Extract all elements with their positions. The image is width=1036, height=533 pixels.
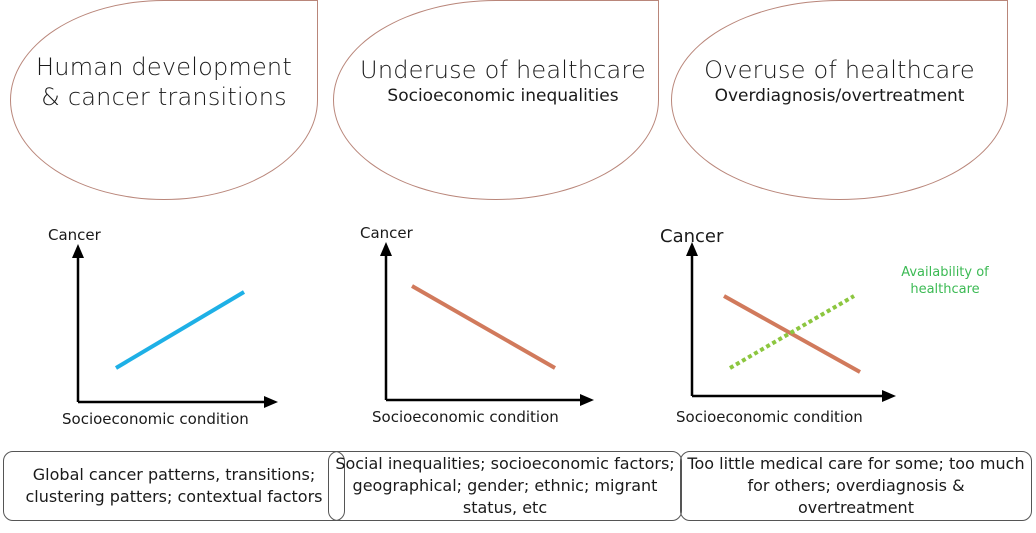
chart-1-y-arrow: [72, 244, 84, 258]
chart-2-y-arrow: [380, 242, 392, 256]
chart-1-x-arrow: [264, 396, 278, 408]
bubble-human-development: [10, 0, 318, 200]
chart-2: [380, 242, 594, 406]
chart-3-ylabel: Cancer: [660, 226, 724, 247]
bubble-overuse-title: Overuse of healthcare Overdiagnosis/over…: [671, 55, 1008, 107]
bubble-underuse: [333, 0, 659, 200]
chart-1-trend-line: [114, 290, 246, 370]
chart-2-x-arrow: [580, 394, 594, 406]
chart-3: [686, 242, 896, 402]
underuse-title: Underuse of healthcare: [360, 56, 646, 84]
title-line-2: & cancer transitions: [41, 83, 287, 111]
chart-2-ylabel: Cancer: [360, 224, 413, 242]
bubble-overuse: [671, 0, 1008, 200]
box-human-development: Global cancer patterns, transitions; clu…: [3, 451, 345, 521]
chart-3-x-arrow: [882, 390, 896, 402]
chart-3-y-arrow: [686, 242, 698, 256]
chart-1: [72, 244, 278, 408]
bubble-human-development-title: Human development & cancer transitions: [10, 52, 318, 112]
chart-2-trend-line: [411, 284, 556, 370]
bubble-underuse-title: Underuse of healthcare Socioeconomic ine…: [333, 55, 673, 107]
chart-1-ylabel: Cancer: [48, 226, 101, 244]
underuse-subtitle: Socioeconomic inequalities: [387, 86, 619, 106]
overuse-title: Overuse of healthcare: [704, 56, 975, 84]
chart-3-availability-line: [728, 294, 856, 370]
chart-3-xlabel: Socioeconomic condition: [676, 408, 863, 426]
overuse-subtitle: Overdiagnosis/overtreatment: [714, 86, 965, 106]
box-underuse: Social inequalities; socioeconomic facto…: [328, 451, 682, 521]
availability-annotation: Availability of healthcare: [901, 265, 989, 297]
box-overuse: Too little medical care for some; too mu…: [680, 451, 1032, 521]
chart-2-xlabel: Socioeconomic condition: [372, 408, 559, 426]
chart-1-xlabel: Socioeconomic condition: [62, 410, 249, 428]
title-line-1: Human development: [36, 53, 292, 81]
